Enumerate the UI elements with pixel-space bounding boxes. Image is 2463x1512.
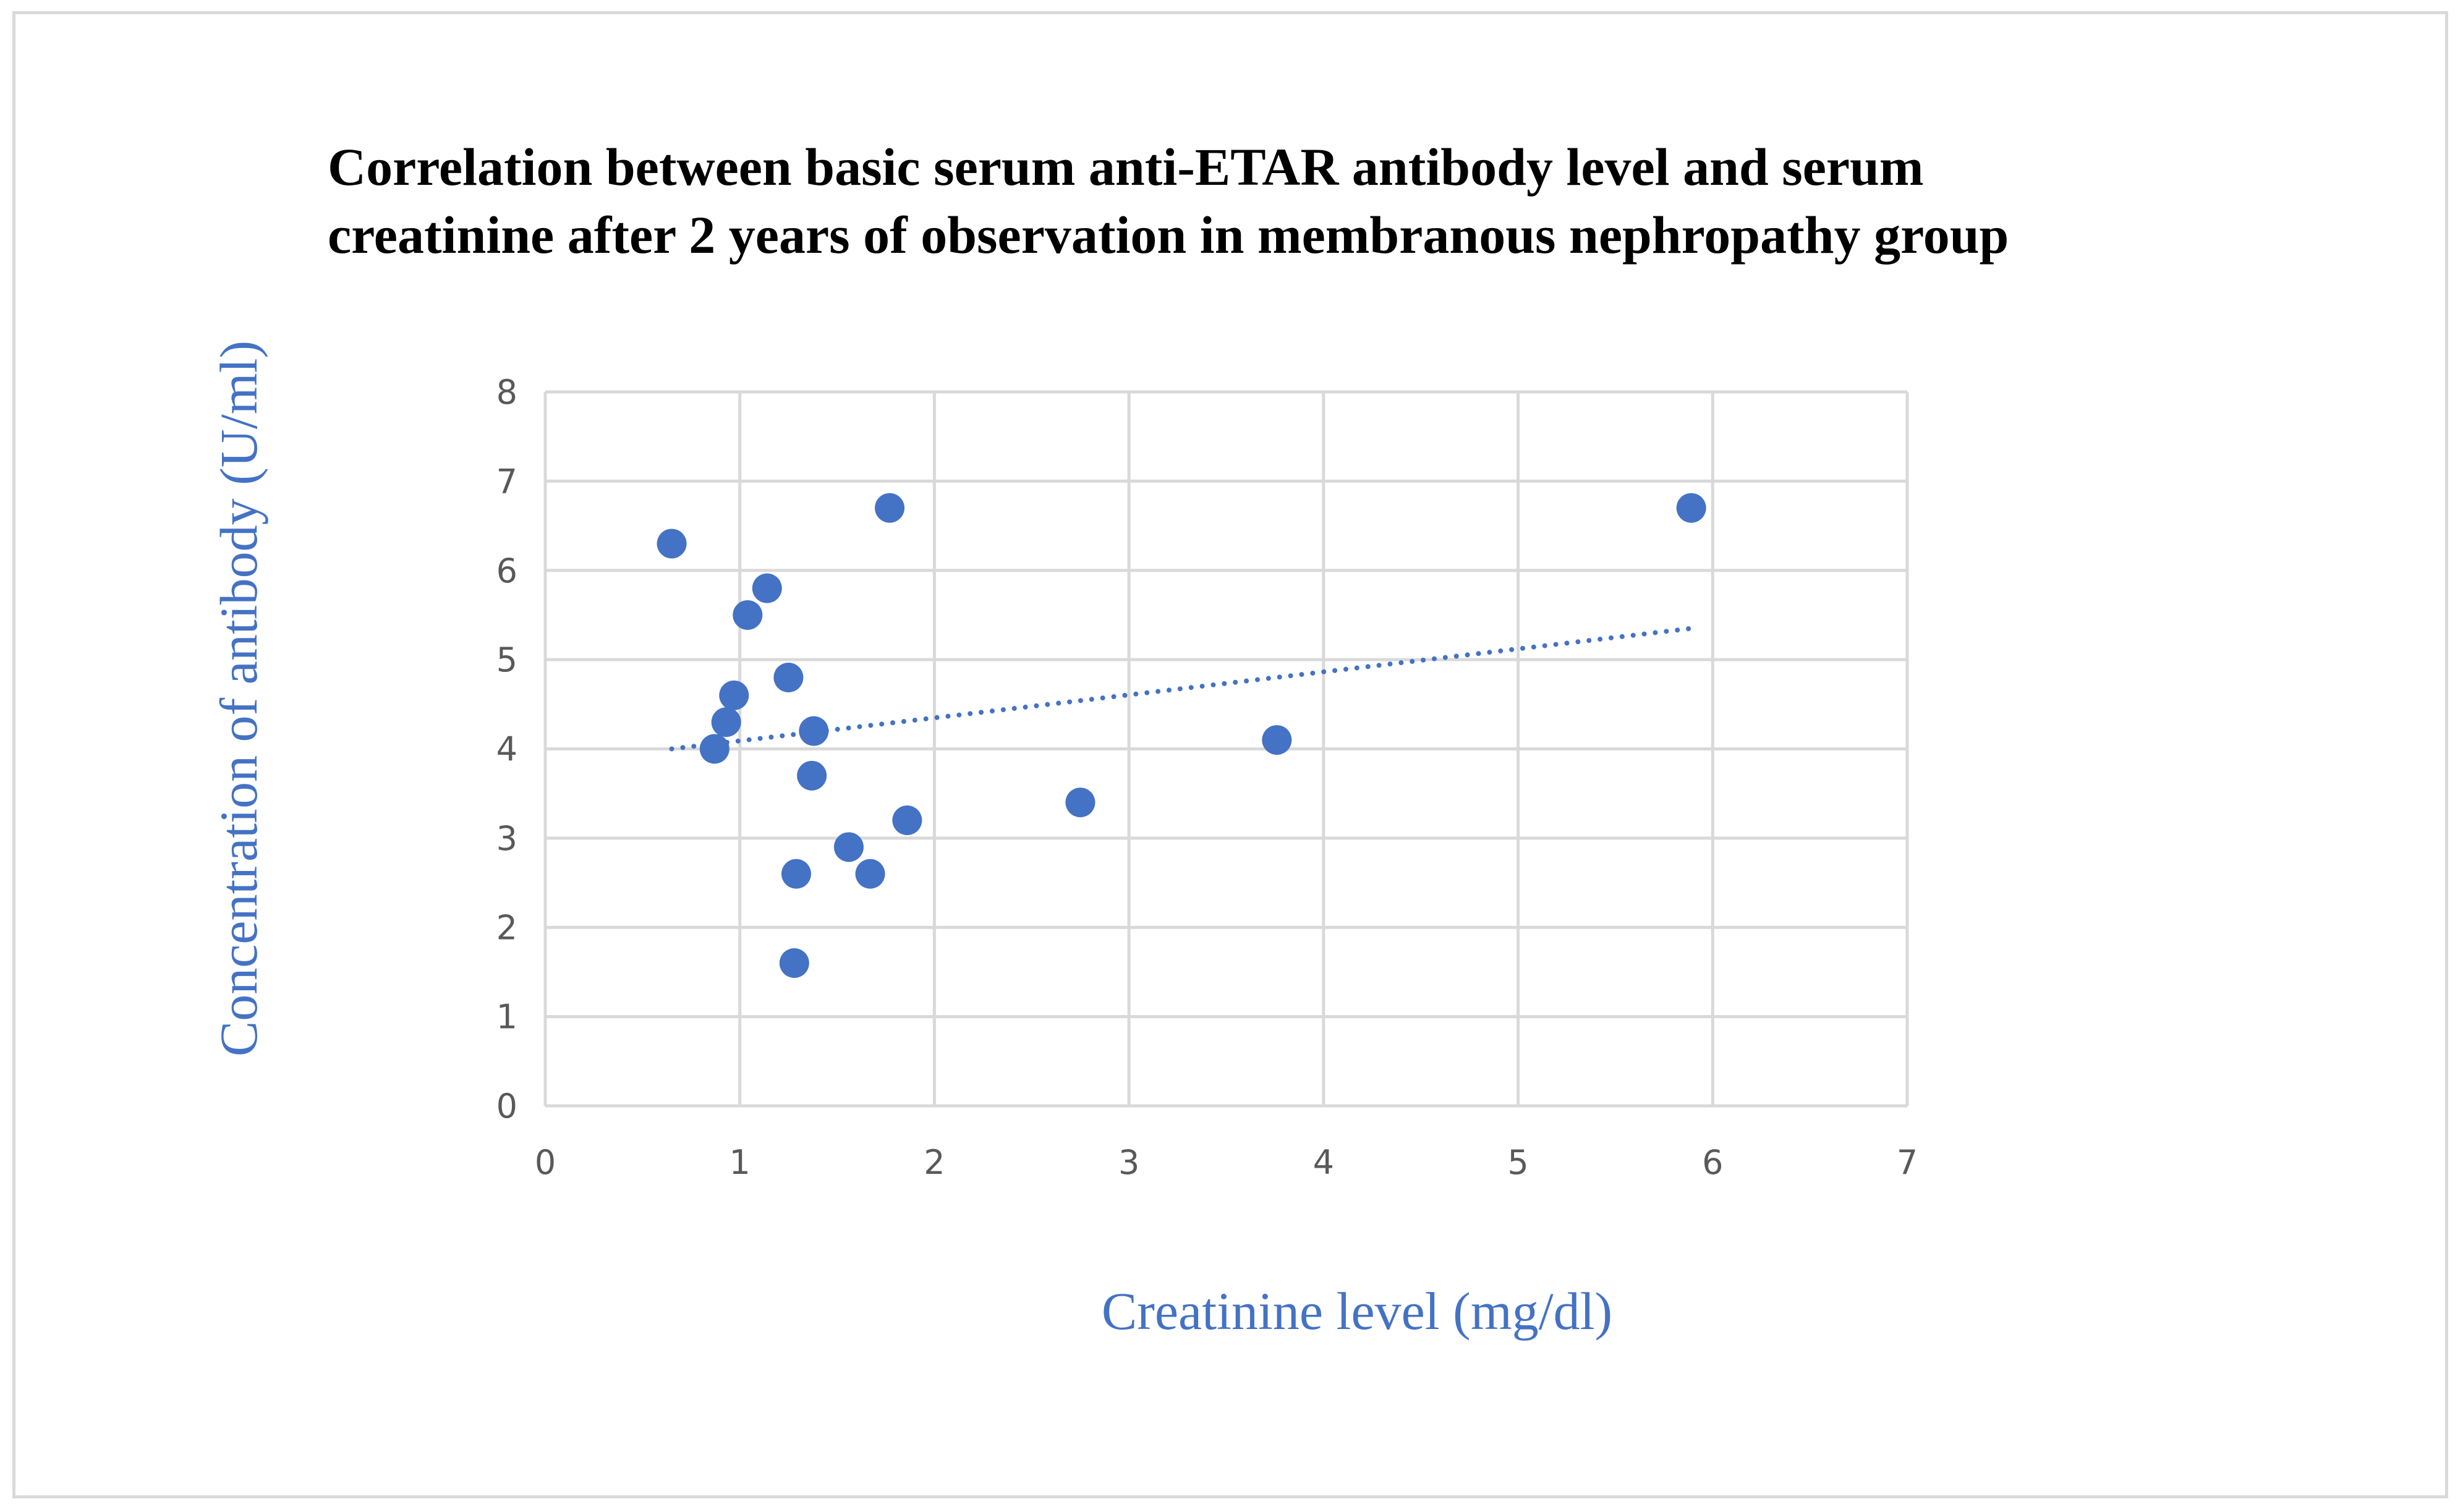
data-point-13 <box>875 493 905 523</box>
x-tick-label-2: 2 <box>924 1143 945 1182</box>
trendline-group <box>669 626 1694 752</box>
data-point-9 <box>797 760 827 791</box>
y-tick-label-2: 2 <box>496 908 517 947</box>
x-tick-label-6: 6 <box>1702 1143 1723 1182</box>
chart-title-line-2: creatinine after 2 years of observation … <box>328 205 2009 265</box>
x-tick-label-5: 5 <box>1507 1143 1528 1182</box>
x-tick-label-4: 4 <box>1313 1143 1334 1182</box>
y-tick-label-7: 7 <box>496 462 517 501</box>
data-point-1 <box>699 734 730 764</box>
data-points <box>657 493 1706 978</box>
x-axis-title: Creatinine level (mg/dl) <box>1102 1281 1612 1341</box>
chart-frame <box>12 11 2448 1498</box>
y-tick-label-0: 0 <box>496 1087 517 1126</box>
y-tick-label-6: 6 <box>496 551 517 590</box>
data-point-15 <box>1065 788 1095 818</box>
x-tick-label-0: 0 <box>535 1143 556 1182</box>
x-tick-label-1: 1 <box>730 1143 751 1182</box>
data-point-6 <box>773 663 804 692</box>
data-point-3 <box>719 680 749 710</box>
x-axis-ticks: 0 1 2 3 4 5 6 7 <box>535 1143 1918 1182</box>
y-axis-ticks: 0 1 2 3 4 5 6 7 8 <box>496 373 517 1126</box>
data-point-7 <box>779 948 809 978</box>
y-tick-label-5: 5 <box>496 640 517 679</box>
data-point-2 <box>711 707 741 737</box>
data-point-8 <box>781 859 811 889</box>
data-point-12 <box>855 859 885 889</box>
grid <box>543 390 1909 1108</box>
data-point-10 <box>799 716 829 746</box>
data-point-16 <box>1262 725 1292 755</box>
chart-title: Correlation between basic serum anti-ETA… <box>328 133 2368 269</box>
y-axis-title: Concentration of antibody (U/ml) <box>209 341 268 1056</box>
x-tick-label-3: 3 <box>1118 1143 1139 1182</box>
data-point-14 <box>892 805 922 835</box>
data-point-17 <box>1676 493 1706 523</box>
data-point-4 <box>733 600 763 630</box>
y-tick-label-4: 4 <box>496 730 517 769</box>
data-point-0 <box>657 529 687 559</box>
y-tick-label-1: 1 <box>496 998 517 1037</box>
data-point-5 <box>752 573 782 603</box>
data-point-11 <box>833 832 864 862</box>
trendline <box>669 626 1694 752</box>
chart-title-line-1: Correlation between basic serum anti-ETA… <box>328 137 1924 197</box>
y-tick-label-8: 8 <box>496 373 517 412</box>
y-tick-label-3: 3 <box>496 819 517 858</box>
x-tick-label-7: 7 <box>1897 1143 1918 1182</box>
